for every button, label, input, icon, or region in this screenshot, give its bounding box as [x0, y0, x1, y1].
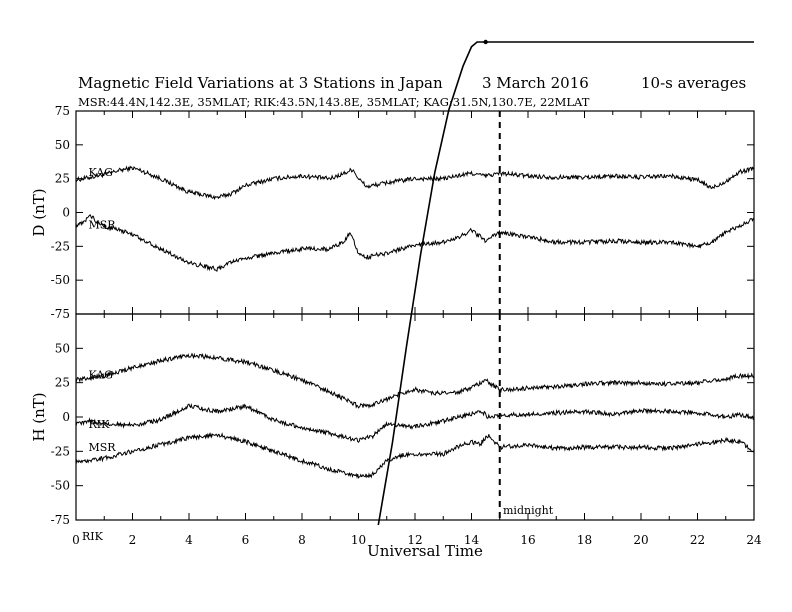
y-tick-label: 0: [62, 410, 70, 424]
diagonal-trace-layer: [377, 39, 754, 526]
d-component-panel: 75 50 25 0 -25 -50 -75 D (nT) KAG MSR: [30, 104, 755, 321]
trace-marker: [483, 39, 488, 45]
y-tick-label: 0: [62, 206, 70, 220]
x-tick-label: 18: [577, 533, 592, 547]
series-label-msr: MSR: [88, 219, 116, 232]
series-line-kag: [75, 165, 755, 201]
y-tick-label: -75: [51, 513, 70, 527]
y-tick-label: 25: [55, 376, 70, 390]
series-line-msr: [75, 214, 755, 272]
y-tick-label: 75: [55, 104, 70, 118]
y-tick-label: 50: [55, 341, 70, 355]
x-tick-label: 14: [464, 533, 480, 547]
panel-frame: [75, 313, 755, 521]
y-tick-label: -25: [51, 239, 70, 253]
x-tick-label: 20: [633, 533, 648, 547]
y-tick-label: 50: [55, 138, 70, 152]
midnight-label: midnight: [503, 504, 554, 517]
y-tick-label: -25: [51, 444, 70, 458]
chart-averaging: 10-s averages: [641, 74, 746, 92]
x-tick-label: 4: [185, 533, 193, 547]
series-line-rik: [75, 403, 755, 443]
x-tick-label: 10: [351, 533, 366, 547]
y-axis-label: H (nT): [30, 392, 48, 441]
chart-title: Magnetic Field Variations at 3 Stations …: [78, 74, 443, 92]
x-tick-label: 12: [407, 533, 422, 547]
x-tick-label: 22: [690, 533, 705, 547]
y-tick-label: -50: [51, 273, 70, 287]
y-tick-label: -50: [51, 479, 70, 493]
panel-frame: [75, 110, 755, 315]
x-tick-label: 0: [72, 533, 80, 547]
corner-station-label: RIK: [82, 530, 104, 543]
x-tick-label: 24: [746, 533, 762, 547]
series-label-rik: RIK: [88, 418, 110, 431]
series-label-msr: MSR: [88, 441, 116, 454]
x-tick-label: 8: [298, 533, 306, 547]
x-axis-label: Universal Time: [367, 542, 483, 560]
x-tick-label: 2: [129, 533, 137, 547]
series-label-kag: KAG: [88, 368, 113, 381]
y-tick-label: 25: [55, 172, 70, 186]
series-line-msr: [75, 432, 755, 479]
y-tick-label: -75: [51, 307, 70, 321]
diagonal-trace: [377, 41, 754, 526]
chart-date: 3 March 2016: [482, 74, 589, 92]
y-axis-label: D (nT): [30, 188, 48, 236]
chart-subtitle: MSR:44.4N,142.3E, 35MLAT; RIK:43.5N,143.…: [78, 95, 590, 109]
series-line-kag: [75, 352, 755, 409]
x-tick-label: 16: [520, 533, 535, 547]
x-tick-label: 6: [242, 533, 250, 547]
series-label-kag: KAG: [88, 166, 113, 179]
